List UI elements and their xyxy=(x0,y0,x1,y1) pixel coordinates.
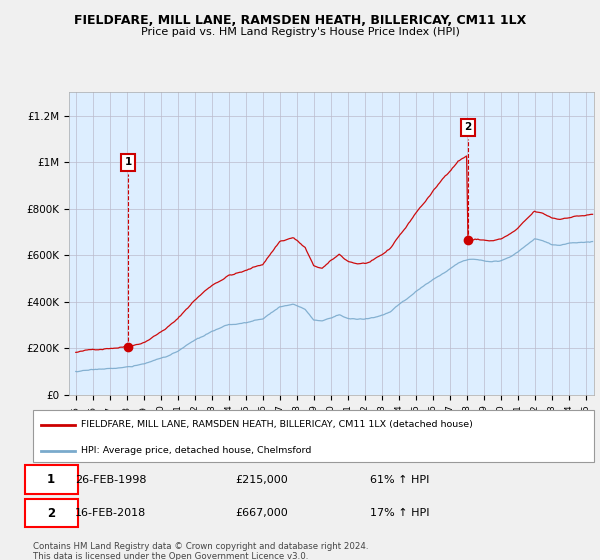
Text: 16-FEB-2018: 16-FEB-2018 xyxy=(75,508,146,518)
Text: FIELDFARE, MILL LANE, RAMSDEN HEATH, BILLERICAY, CM11 1LX: FIELDFARE, MILL LANE, RAMSDEN HEATH, BIL… xyxy=(74,14,526,27)
FancyBboxPatch shape xyxy=(25,465,78,494)
Text: 26-FEB-1998: 26-FEB-1998 xyxy=(75,475,146,484)
Text: £667,000: £667,000 xyxy=(235,508,288,518)
Text: Price paid vs. HM Land Registry's House Price Index (HPI): Price paid vs. HM Land Registry's House … xyxy=(140,27,460,37)
Text: 17% ↑ HPI: 17% ↑ HPI xyxy=(370,508,429,518)
Text: 61% ↑ HPI: 61% ↑ HPI xyxy=(370,475,429,484)
Text: Contains HM Land Registry data © Crown copyright and database right 2024.
This d: Contains HM Land Registry data © Crown c… xyxy=(33,542,368,560)
Text: 2: 2 xyxy=(47,507,55,520)
Text: HPI: Average price, detached house, Chelmsford: HPI: Average price, detached house, Chel… xyxy=(80,446,311,455)
Text: FIELDFARE, MILL LANE, RAMSDEN HEATH, BILLERICAY, CM11 1LX (detached house): FIELDFARE, MILL LANE, RAMSDEN HEATH, BIL… xyxy=(80,421,473,430)
Text: 1: 1 xyxy=(47,473,55,486)
Text: 1: 1 xyxy=(125,157,132,167)
Text: 2: 2 xyxy=(464,122,472,132)
FancyBboxPatch shape xyxy=(33,410,594,462)
Text: £215,000: £215,000 xyxy=(235,475,288,484)
FancyBboxPatch shape xyxy=(25,499,78,528)
